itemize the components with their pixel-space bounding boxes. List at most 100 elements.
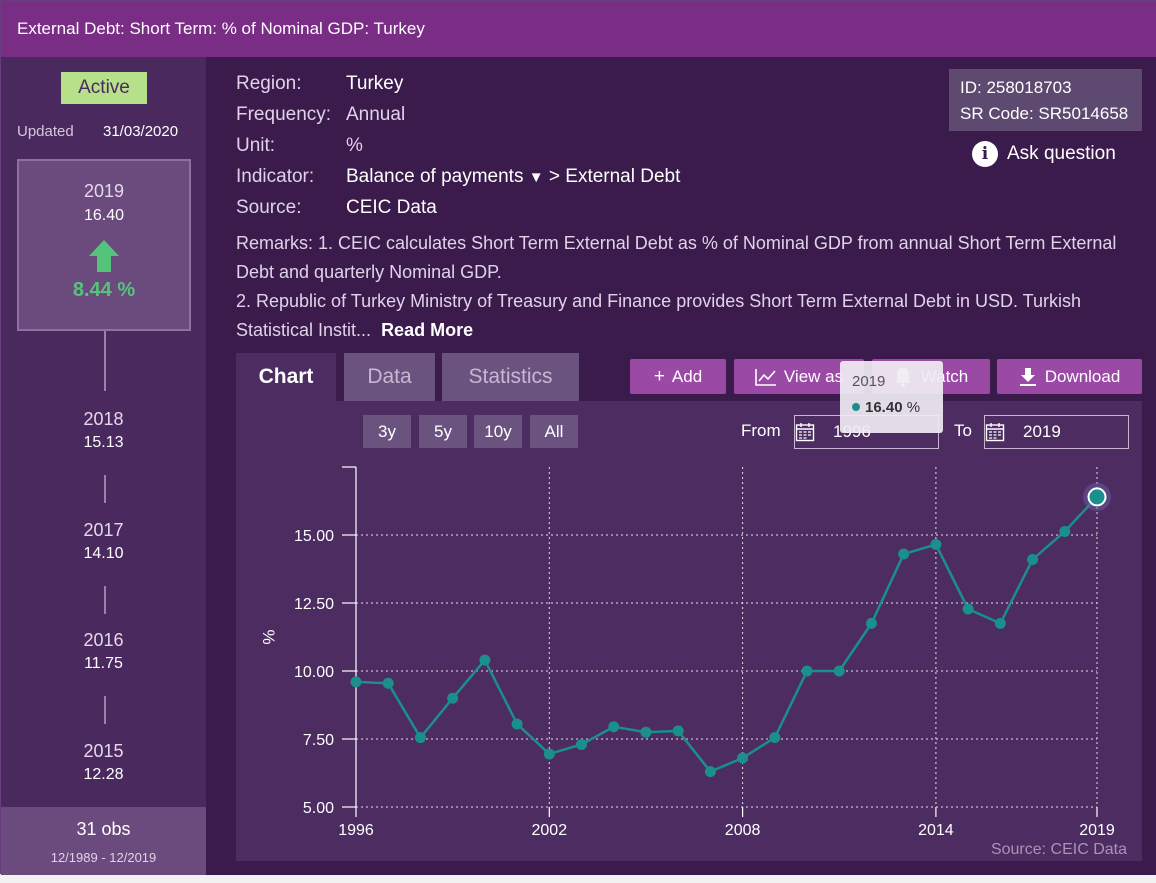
sr-code: SR Code: SR5014658 <box>960 104 1129 123</box>
remarks-line-1: Remarks: 1. CEIC calculates Short Term E… <box>236 233 1117 282</box>
calendar-icon[interactable] <box>985 422 1005 442</box>
x-tick-label: 1996 <box>338 822 374 839</box>
data-point <box>350 676 362 688</box>
tab-data[interactable]: Data <box>344 353 435 401</box>
data-point <box>608 721 620 733</box>
unit-label: Unit: <box>236 135 276 156</box>
download-button[interactable]: Download <box>997 359 1142 394</box>
x-tick-label: 2014 <box>918 822 954 839</box>
indicator-path: Balance of payments ▼ > External Debt <box>346 166 680 188</box>
view-as-label: View as <box>783 366 844 386</box>
add-label: Add <box>671 366 703 386</box>
status-badge: Active <box>61 72 147 104</box>
main-content: Region: Turkey Frequency: Annual Unit: %… <box>206 57 1156 875</box>
from-label: From <box>741 421 781 440</box>
data-point <box>672 725 684 737</box>
range-3y-button[interactable]: 3y <box>363 415 411 448</box>
source-label: Source: <box>236 197 302 218</box>
data-point <box>1059 525 1071 537</box>
source-value: CEIC Data <box>346 197 437 218</box>
x-tick-label: 2019 <box>1079 822 1115 839</box>
timeline-connector <box>104 696 106 724</box>
page-title: External Debt: Short Term: % of Nominal … <box>1 1 1156 57</box>
history-item[interactable]: 2016 11.75 <box>1 630 206 673</box>
x-tick-label: 2002 <box>532 822 568 839</box>
data-point <box>543 748 555 760</box>
range-all-button[interactable]: All <box>530 415 578 448</box>
download-label: Download <box>1044 366 1121 386</box>
current-year: 2019 <box>83 181 125 201</box>
series-id: ID: 258018703 <box>960 78 1072 97</box>
tooltip-value: 16.40 <box>865 399 903 416</box>
ask-question-label: Ask question <box>1007 143 1116 164</box>
tooltip-year: 2019 <box>852 373 886 390</box>
data-point <box>865 617 877 629</box>
data-point <box>640 726 652 738</box>
history-year: 2017 <box>83 520 124 540</box>
indicator-link[interactable]: Balance of payments <box>346 166 524 187</box>
data-point <box>769 732 781 744</box>
indicator-label: Indicator: <box>236 166 315 187</box>
data-point <box>447 692 459 704</box>
data-point <box>382 677 394 689</box>
history-item[interactable]: 2017 14.10 <box>1 520 206 563</box>
chart-source: Source: CEIC Data <box>991 841 1127 858</box>
download-icon <box>1019 367 1036 386</box>
updated-label: Updated <box>17 123 74 140</box>
remarks: Remarks: 1. CEIC calculates Short Term E… <box>236 229 1146 345</box>
history-value: 12.28 <box>83 766 124 783</box>
history-year: 2018 <box>83 409 124 429</box>
frequency-label: Frequency: <box>236 104 332 125</box>
history-value: 14.10 <box>83 545 124 562</box>
x-tick-label: 2008 <box>725 822 761 839</box>
data-point <box>479 654 491 666</box>
history-year: 2016 <box>83 630 124 650</box>
ask-question-button[interactable]: i Ask question <box>972 141 1116 167</box>
calendar-icon[interactable] <box>795 422 815 442</box>
tooltip-unit: % <box>906 399 921 416</box>
updated-date: 31/03/2020 <box>103 123 179 140</box>
unit-value: % <box>346 135 363 156</box>
history-value: 11.75 <box>84 655 123 672</box>
tab-chart[interactable]: Chart <box>236 353 336 401</box>
line-chart-icon <box>755 368 776 386</box>
data-point <box>994 617 1006 629</box>
sidebar: Active Updated 31/03/2020 2019 16.40 8.4… <box>1 57 206 875</box>
range-10y-button[interactable]: 10y <box>474 415 522 448</box>
to-date-input[interactable]: 2019 <box>984 415 1129 449</box>
add-button[interactable]: + Add <box>630 359 726 394</box>
region-value: Turkey <box>346 73 404 94</box>
history-year: 2015 <box>83 741 124 761</box>
data-point <box>576 738 588 750</box>
indicator-separator: > <box>548 166 560 187</box>
tab-statistics[interactable]: Statistics <box>442 353 579 401</box>
series-id-box: ID: 258018703 SR Code: SR5014658 <box>949 69 1142 131</box>
series-line <box>355 496 1098 774</box>
range-5y-button[interactable]: 5y <box>419 415 467 448</box>
y-tick-label: 10.00 <box>294 664 334 681</box>
y-tick-label: 12.50 <box>294 596 334 613</box>
indicator-sub[interactable]: External Debt <box>565 166 681 187</box>
timeline-connector <box>104 586 106 614</box>
data-point <box>962 603 974 615</box>
caret-down-icon[interactable]: ▼ <box>528 169 544 186</box>
to-label: To <box>954 421 972 440</box>
read-more-link[interactable]: Read More <box>381 320 474 340</box>
y-tick-label: 15.00 <box>294 528 334 545</box>
history-item[interactable]: 2018 15.13 <box>1 409 206 452</box>
data-point <box>1027 553 1039 565</box>
observations-summary: 31 obs 12/1989 - 12/2019 <box>1 807 206 875</box>
y-tick-label: 7.50 <box>303 732 334 749</box>
history-item[interactable]: 2015 12.28 <box>1 741 206 784</box>
data-point <box>414 732 426 744</box>
obs-range: 12/1989 - 12/2019 <box>50 850 157 865</box>
frequency-value: Annual <box>346 104 406 125</box>
y-tick-label: 5.00 <box>303 800 334 817</box>
history-value: 15.13 <box>83 434 124 451</box>
remarks-line-2: 2. Republic of Turkey Ministry of Treasu… <box>236 291 1082 340</box>
data-point <box>898 548 910 560</box>
timeline-connector <box>104 331 106 391</box>
data-point <box>737 752 749 764</box>
